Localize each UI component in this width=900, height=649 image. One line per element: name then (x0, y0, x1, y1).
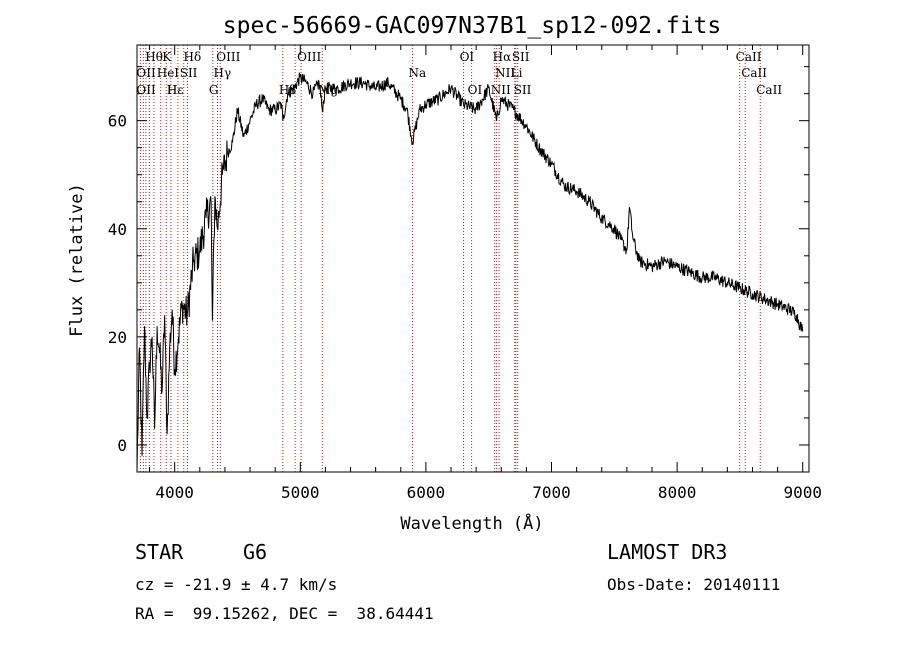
line-label-24: NII (491, 83, 511, 97)
object-subclass: G6 (243, 540, 268, 564)
line-label-21: Hβ (279, 83, 296, 97)
line-label-10: HeI (157, 66, 180, 80)
line-label-25: SII (514, 83, 532, 97)
x-tick-label-9000: 9000 (783, 483, 822, 502)
line-label-14: NII (495, 66, 515, 80)
line-label-12: Hγ (214, 66, 232, 80)
object-class: STAR (135, 540, 184, 564)
line-label-0: Hθ (145, 50, 163, 64)
x-tick-label-8000: 8000 (658, 483, 697, 502)
line-label-11: SII (180, 66, 198, 80)
line-label-3: OIII (216, 50, 240, 64)
line-label-15: Li (511, 66, 523, 80)
line-label-13: Na (408, 66, 426, 80)
plot-frame (136, 44, 810, 473)
line-markers (139, 45, 761, 472)
survey-name: LAMOST DR3 (607, 540, 728, 564)
observation-date: Obs-Date: 20140111 (607, 575, 781, 594)
line-label-17: OII (136, 83, 156, 97)
chart-title: spec-56669-GAC097N37B1_sp12-092.fits (223, 13, 722, 39)
line-label-1: K (162, 50, 172, 64)
y-axis-label: Flux (relative) (67, 183, 87, 337)
line-label-20: G (209, 83, 219, 97)
line-label-16: CaII (741, 66, 767, 80)
axis-ticks: 4000 5000 6000 7000 8000 9000 0 20 40 60 (108, 45, 822, 502)
x-tick-label-7000: 7000 (532, 483, 571, 502)
redshift-value: cz = -21.9 ± 4.7 km/s (135, 575, 338, 594)
y-tick-label-20: 20 (108, 328, 127, 347)
coordinates: RA = 99.15262, DEC = 38.64441 (135, 604, 434, 623)
line-label-2: Hδ (183, 50, 201, 64)
line-label-19: H (167, 83, 177, 97)
line-label-18: Hε (167, 83, 184, 97)
x-tick-label-5000: 5000 (281, 483, 320, 502)
line-label-4: OIII (297, 50, 321, 64)
line-label-23: OI (468, 83, 483, 97)
x-tick-label-6000: 6000 (407, 483, 446, 502)
line-label-7: SII (512, 50, 530, 64)
line-label-9: OII (136, 66, 156, 80)
x-tick-label-4000: 4000 (155, 483, 194, 502)
y-tick-label-60: 60 (108, 112, 127, 131)
line-label-8: CaII (736, 50, 762, 64)
line-label-5: OI (460, 50, 475, 64)
spectrum-series-line (136, 72, 804, 473)
y-tick-label-40: 40 (108, 220, 127, 239)
line-label-26: CaII (756, 83, 782, 97)
y-tick-label-0: 0 (117, 436, 127, 455)
line-label-6: Hα (493, 50, 512, 64)
x-axis-label: Wavelength (Å) (400, 512, 543, 534)
